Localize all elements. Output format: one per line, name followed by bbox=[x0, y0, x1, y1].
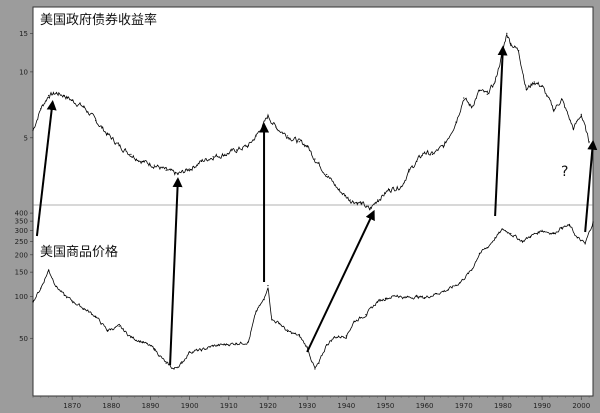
trend-arrow bbox=[35, 100, 57, 237]
data-point bbox=[463, 97, 465, 99]
trend-arrow bbox=[584, 139, 598, 233]
data-point bbox=[212, 156, 214, 158]
y-tick-label: 10 bbox=[19, 68, 28, 76]
trend-arrow bbox=[169, 177, 183, 366]
data-point bbox=[326, 173, 328, 176]
x-tick-label: 1930 bbox=[298, 402, 316, 410]
data-point bbox=[286, 135, 289, 137]
trend-arrow bbox=[494, 45, 508, 217]
data-point bbox=[424, 151, 426, 153]
data-point bbox=[189, 168, 191, 170]
y-tick-label: 400 bbox=[15, 210, 28, 218]
data-point bbox=[561, 226, 563, 229]
x-tick-label: 1920 bbox=[259, 402, 277, 410]
data-point bbox=[377, 199, 379, 201]
data-point bbox=[431, 153, 434, 155]
x-tick-label: 1960 bbox=[416, 402, 434, 410]
data-point bbox=[181, 362, 183, 364]
data-point bbox=[130, 153, 132, 155]
x-tick-label: 1940 bbox=[337, 402, 355, 410]
data-point bbox=[365, 314, 367, 316]
bottom-series-label: 美国商品价格 bbox=[40, 244, 118, 260]
y-tick-label: 5 bbox=[24, 134, 28, 142]
y-tick-label: 150 bbox=[15, 269, 28, 277]
x-tick-label: 1870 bbox=[63, 402, 81, 410]
y-tick-label: 350 bbox=[15, 218, 28, 226]
x-tick-label: 1950 bbox=[377, 402, 395, 410]
y-tick-label: 15 bbox=[19, 30, 28, 38]
x-tick-label: 1890 bbox=[142, 402, 160, 410]
data-point bbox=[298, 141, 300, 143]
data-point bbox=[486, 93, 488, 95]
data-point bbox=[314, 158, 316, 160]
data-point bbox=[506, 32, 508, 34]
data-point bbox=[48, 94, 50, 97]
arrows-layer bbox=[35, 45, 598, 366]
data-point bbox=[224, 153, 226, 155]
top-series-label: 美国政府债券收益率 bbox=[40, 12, 157, 28]
data-point bbox=[349, 199, 351, 201]
y-tick-label: 250 bbox=[15, 238, 28, 246]
top-series-line bbox=[32, 33, 590, 211]
data-point bbox=[165, 169, 167, 171]
x-tick-label: 1900 bbox=[181, 402, 199, 410]
data-point bbox=[533, 81, 535, 83]
data-point bbox=[165, 362, 167, 364]
y-tick-label: 50 bbox=[19, 335, 28, 343]
data-point bbox=[314, 368, 316, 370]
x-tick-label: 1990 bbox=[533, 402, 551, 410]
data-point bbox=[510, 232, 512, 235]
x-tick-label: 1980 bbox=[494, 402, 512, 410]
y-tick-label: 200 bbox=[15, 251, 28, 259]
x-tick-label: 2000 bbox=[572, 402, 590, 410]
data-point bbox=[118, 325, 120, 327]
plot-area bbox=[32, 6, 594, 397]
x-tick-label: 1910 bbox=[220, 402, 238, 410]
data-point bbox=[236, 149, 238, 151]
x-tick-label: 1880 bbox=[102, 402, 120, 410]
y-tick-label: 300 bbox=[15, 227, 28, 235]
data-point bbox=[286, 330, 289, 333]
question-annotation: ? bbox=[561, 164, 568, 180]
data-point bbox=[153, 164, 155, 166]
y-tick-label: 100 bbox=[15, 293, 28, 301]
bottom-series-line bbox=[32, 221, 594, 370]
data-point bbox=[267, 284, 269, 287]
trend-arrow bbox=[306, 209, 375, 353]
data-point bbox=[541, 229, 543, 232]
x-tick-label: 1970 bbox=[455, 402, 473, 410]
